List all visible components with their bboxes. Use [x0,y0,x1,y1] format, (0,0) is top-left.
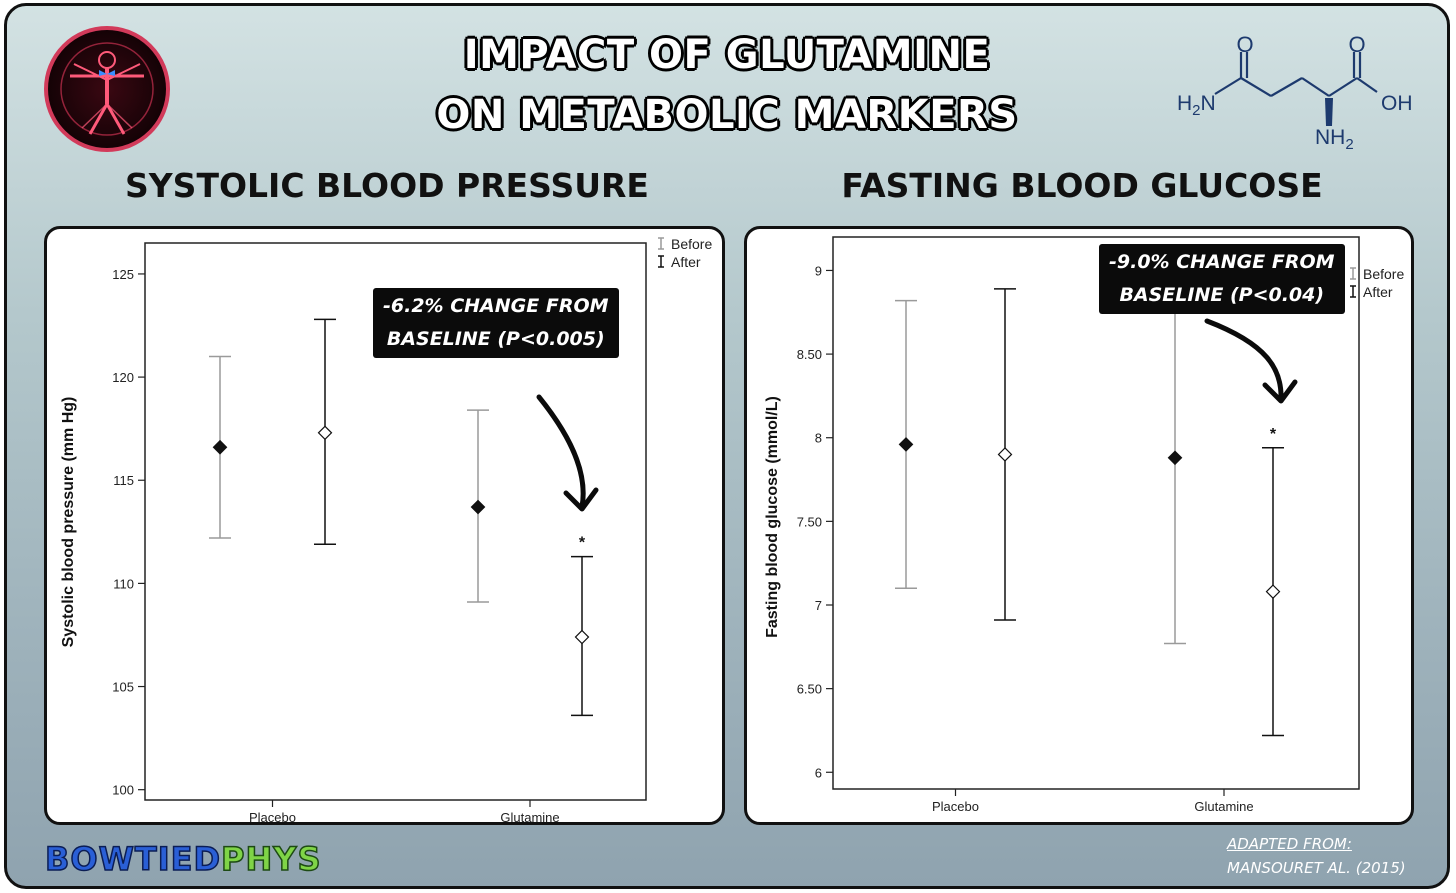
oxygen-label-left: O [1236,34,1253,57]
y-tick-label: 7.50 [797,514,822,529]
y-tick-label: 105 [112,680,134,695]
mean-marker-after-placebo [317,425,333,441]
main-title-line-1: IMPACT OF GLUTAMINE [463,32,991,78]
legend: Before After [658,236,712,270]
anatomy-logo-icon [60,42,154,136]
y-tick-label: 6 [815,765,822,780]
systolic-callout-line-1: -6.2% CHANGE FROM [383,295,609,317]
glutamine-molecule-icon: O O H2N OH NH2 [1177,34,1413,153]
oxygen-label-right: O [1348,34,1365,57]
callout-arrow-icon [536,394,586,510]
source-line-2: MANSOURET AL. (2015) [1227,859,1406,877]
legend: Before After [1350,266,1404,300]
y-axis-label: Systolic blood pressure (mm Hg) [60,397,77,648]
amide-label: H2N [1177,92,1216,119]
legend-entry: Before [1363,266,1404,282]
mean-marker-before-glutamine [1167,450,1183,466]
infographic-frame: IMPACT OF GLUTAMINE ON METABOLIC MARKERS… [4,3,1450,889]
glucose-change-callout: -9.0% CHANGE FROM BASELINE (P<0.04) [1099,244,1345,314]
mean-marker-before-glutamine [470,499,486,515]
amine-label: NH2 [1315,126,1354,153]
plot-area [832,236,1360,790]
x-category-label: Glutamine [1194,799,1253,814]
mean-marker-before-placebo [898,437,914,452]
callout-arrowhead-icon [563,487,599,512]
x-category-label: Placebo [932,799,979,814]
glucose-callout-line-1: -9.0% CHANGE FROM [1109,251,1335,273]
source-line-1: ADAPTED FROM: [1227,835,1352,853]
glucose-callout-line-2: BASELINE (P<0.04) [1119,284,1325,306]
y-tick-label: 110 [113,576,134,591]
y-tick-label: 115 [113,473,134,488]
y-tick-label: 120 [112,370,134,385]
mean-marker-after-glutamine [1265,584,1281,599]
x-category-label: Glutamine [500,810,559,822]
significance-star: * [1270,426,1277,443]
x-category-label: Placebo [249,810,296,822]
systolic-change-callout: -6.2% CHANGE FROM BASELINE (P<0.005) [373,288,619,358]
brand-text-part-1: BOWTIED [44,839,222,879]
glucose-chart: 6 6.50 7 7.50 8 8.50 9 Placebo Glutamine Fasting … [764,236,1404,814]
brand-logo: BOWTIEDPHYS [44,839,322,879]
y-tick-label: 8 [815,431,822,446]
glucose-chart-panel: 6 6.50 7 7.50 8 8.50 9 Placebo Glutamine Fasting … [744,226,1414,825]
y-tick-label: 6.50 [797,682,822,697]
y-tick-label: 8.50 [797,347,822,362]
hydroxyl-label: OH [1381,92,1413,115]
mean-marker-after-placebo [997,447,1013,462]
systolic-callout-line-2: BASELINE (P<0.005) [386,328,605,350]
source-citation: ADAPTED FROM: MANSOURET AL. (2015) [1227,832,1406,880]
main-title-line-2: ON METABOLIC MARKERS [436,92,1018,138]
mean-marker-before-placebo [212,439,228,455]
anatomy-logo [44,26,170,152]
legend-entry: After [1363,284,1393,300]
callout-arrow-icon [1204,318,1284,402]
legend-entry: After [671,254,701,270]
significance-star: * [579,535,586,552]
callout-arrowhead-icon [1262,379,1298,404]
legend-entry: Before [671,236,712,252]
mean-marker-after-glutamine [574,629,590,645]
brand-text-part-2: PHYS [220,839,322,879]
systolic-section-title: SYSTOLIC BLOOD PRESSURE [125,166,649,205]
y-tick-label: 100 [112,783,134,798]
y-tick-label: 125 [112,267,134,282]
y-tick-label: 9 [815,263,822,278]
y-axis-label: Fasting blood glucose (mmol/L) [764,396,781,638]
glucose-section-title: FASTING BLOOD GLUCOSE [841,166,1323,205]
systolic-chart-panel: 100 105 110 115 120 125 Placebo Glutamine Systol… [44,226,725,825]
y-tick-label: 7 [815,598,822,613]
